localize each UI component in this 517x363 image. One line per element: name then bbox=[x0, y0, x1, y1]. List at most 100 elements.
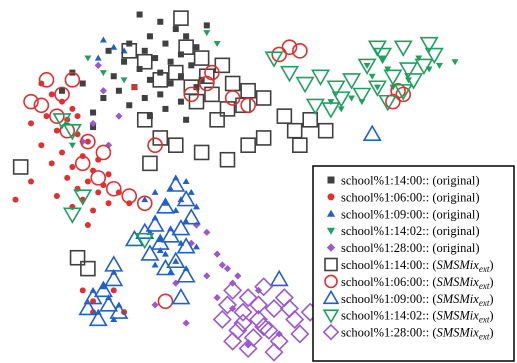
series-4-point-3 bbox=[89, 119, 97, 128]
series-5-point-4 bbox=[136, 53, 153, 70]
series-1-point-34 bbox=[84, 222, 91, 229]
series-5-point-13 bbox=[255, 90, 272, 106]
series-9-point-14 bbox=[223, 331, 243, 351]
series-9-point-11 bbox=[259, 320, 279, 340]
series-5-point-15 bbox=[235, 97, 251, 114]
series-5-point-28 bbox=[136, 111, 153, 128]
series-6-point-19 bbox=[240, 97, 256, 114]
series-1-point-32 bbox=[74, 113, 81, 120]
series-9-point-1 bbox=[238, 288, 258, 308]
legend-marker-7 bbox=[322, 289, 340, 305]
series-3-point-20 bbox=[68, 142, 76, 149]
series-3-point-4 bbox=[373, 84, 381, 91]
series-6-point-16 bbox=[199, 75, 215, 92]
series-7-point-19 bbox=[109, 302, 129, 319]
series-2-point-7 bbox=[187, 188, 195, 195]
series-6-point-10 bbox=[90, 170, 107, 186]
series-7-point-5 bbox=[171, 218, 191, 236]
series-3-point-0 bbox=[203, 30, 211, 37]
series-8-point-17 bbox=[357, 58, 377, 76]
series-5-point-21 bbox=[255, 130, 272, 146]
series-7-point-7 bbox=[161, 226, 181, 243]
series-3-point-14 bbox=[327, 99, 335, 106]
series-5-point-3 bbox=[193, 50, 210, 66]
series-5-point-25 bbox=[167, 137, 184, 153]
series-1-point-6 bbox=[53, 127, 60, 134]
series-5-point-12 bbox=[204, 86, 220, 103]
series-6-point-3 bbox=[33, 97, 50, 114]
series-7-point-17 bbox=[83, 287, 103, 305]
series-0-point-30 bbox=[146, 113, 153, 120]
series-8-point-24 bbox=[52, 113, 72, 130]
series-5-point-11 bbox=[240, 82, 256, 99]
series-8-point-20 bbox=[404, 73, 424, 90]
legend-box bbox=[312, 165, 515, 362]
series-6-point-7 bbox=[80, 133, 96, 150]
series-1-point-17 bbox=[64, 174, 71, 181]
series-8-point-11 bbox=[398, 62, 418, 79]
series-5-point-17 bbox=[209, 111, 225, 128]
series-6-point-24 bbox=[390, 82, 406, 99]
series-3-point-12 bbox=[451, 59, 459, 66]
legend-label-3: school%1:14:02:: (original) bbox=[341, 224, 480, 238]
legend-label-8: school%1:14:02:: (SMSMixext) bbox=[341, 309, 494, 325]
series-0-point-22 bbox=[115, 87, 122, 94]
series-3-point-8 bbox=[384, 66, 392, 73]
series-2-point-1 bbox=[110, 43, 118, 50]
series-6-point-18 bbox=[224, 90, 241, 106]
series-9-point-15 bbox=[238, 338, 258, 359]
series-9-point-6 bbox=[264, 299, 284, 319]
series-8-point-26 bbox=[135, 232, 155, 250]
series-4-point-22 bbox=[244, 341, 252, 349]
series-1-point-14 bbox=[69, 163, 76, 170]
series-1-point-36 bbox=[79, 287, 86, 294]
series-2-point-19 bbox=[161, 250, 169, 257]
series-1-point-16 bbox=[105, 171, 112, 178]
series-0-point-34 bbox=[59, 87, 66, 94]
series-2-point-21 bbox=[151, 261, 159, 268]
series-3-point-15 bbox=[99, 70, 107, 77]
series-5-point-27 bbox=[292, 137, 308, 153]
series-4-point-13 bbox=[229, 279, 237, 287]
series-0-point-12 bbox=[167, 58, 174, 65]
legend-label-6: school%1:06:00:: (SMSMixext) bbox=[341, 275, 494, 291]
series-1-point-1 bbox=[48, 91, 55, 98]
series-5-point-18 bbox=[276, 108, 293, 124]
series-7-point-13 bbox=[176, 266, 196, 283]
series-9-point-21 bbox=[254, 317, 274, 337]
series-6-point-1 bbox=[54, 86, 70, 103]
series-2-point-11 bbox=[172, 207, 180, 214]
legend: school%1:14:00:: (original)school%1:06:0… bbox=[312, 165, 515, 362]
series-0-point-27 bbox=[126, 102, 133, 109]
series-7-point-22 bbox=[104, 255, 124, 272]
series-0-point-26 bbox=[177, 98, 184, 105]
series-7-point-16 bbox=[93, 280, 113, 298]
series-2-point-3 bbox=[94, 54, 102, 61]
series-0-point-21 bbox=[193, 84, 200, 91]
series-0-point-16 bbox=[110, 73, 117, 80]
series-5-point-32 bbox=[69, 249, 86, 266]
series-8-point-22 bbox=[305, 98, 325, 115]
series-8-point-1 bbox=[280, 65, 300, 83]
series-6-point-6 bbox=[59, 122, 76, 139]
legend-marker-0 bbox=[327, 176, 335, 184]
series-1-point-33 bbox=[28, 120, 35, 127]
series-9-point-4 bbox=[233, 302, 253, 322]
series-0-point-35 bbox=[203, 22, 210, 29]
series-6-point-22 bbox=[292, 43, 308, 59]
series-0-point-25 bbox=[141, 95, 148, 102]
series-7-point-18 bbox=[99, 295, 119, 312]
series-2-point-9 bbox=[161, 199, 169, 206]
series-5 bbox=[12, 10, 334, 277]
legend-marker-5 bbox=[324, 257, 338, 272]
scatter-marks bbox=[12, 10, 459, 362]
series-8-point-15 bbox=[393, 40, 413, 57]
series-7-point-15 bbox=[104, 269, 124, 287]
series-0-point-1 bbox=[157, 18, 164, 25]
series-6-point-21 bbox=[281, 39, 298, 55]
legend-label-1: school%1:06:00:: (original) bbox=[341, 190, 480, 204]
series-8-point-12 bbox=[414, 58, 434, 76]
legend-label-0: school%1:14:00:: (original) bbox=[341, 174, 480, 188]
series-1-point-4 bbox=[43, 113, 50, 120]
